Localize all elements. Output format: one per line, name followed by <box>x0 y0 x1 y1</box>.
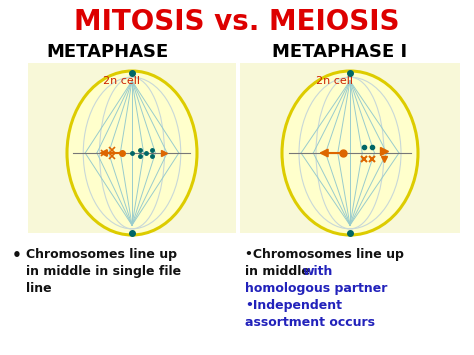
Bar <box>240 63 460 233</box>
Text: METAPHASE I: METAPHASE I <box>273 43 408 61</box>
Text: in middle in single file: in middle in single file <box>26 265 181 278</box>
Text: 2n cell: 2n cell <box>317 76 354 86</box>
Text: 2n cell: 2n cell <box>103 76 140 86</box>
Text: homologous partner: homologous partner <box>245 282 387 295</box>
Ellipse shape <box>282 71 418 235</box>
Text: MITOSIS vs. MEIOSIS: MITOSIS vs. MEIOSIS <box>74 8 400 36</box>
Bar <box>28 63 236 233</box>
Text: assortment occurs: assortment occurs <box>245 316 375 329</box>
Text: in middle: in middle <box>245 265 314 278</box>
Text: with: with <box>303 265 333 278</box>
Text: •Chromosomes line up: •Chromosomes line up <box>245 248 404 261</box>
Ellipse shape <box>67 71 197 235</box>
Text: •Independent: •Independent <box>245 299 342 312</box>
Text: METAPHASE: METAPHASE <box>47 43 169 61</box>
Text: Chromosomes line up: Chromosomes line up <box>26 248 177 261</box>
Text: •: • <box>12 248 22 263</box>
Text: line: line <box>26 282 52 295</box>
